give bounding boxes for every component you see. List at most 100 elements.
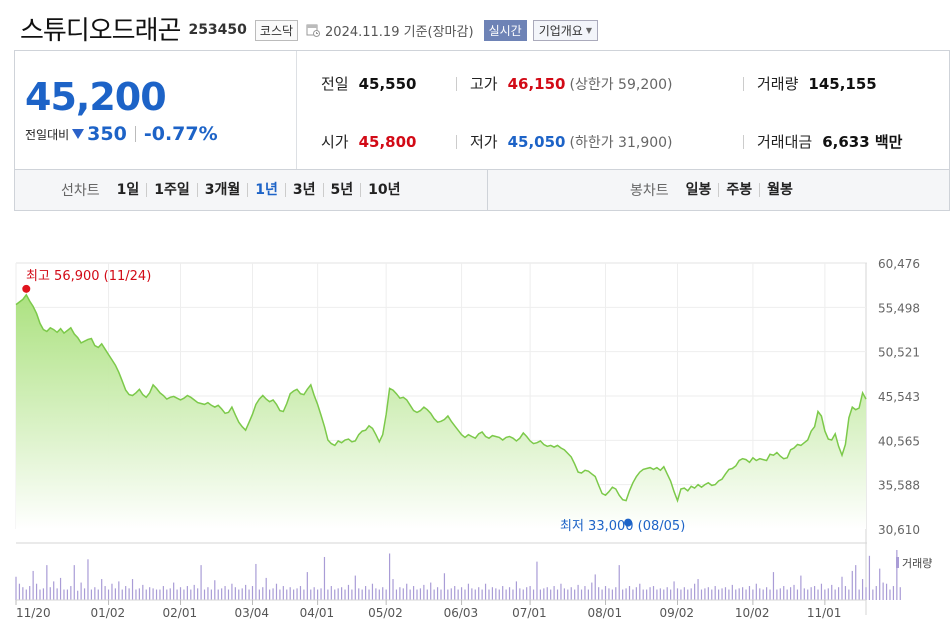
y-tick-label: 35,588 [878,479,920,493]
volume-bar [121,589,123,600]
company-overview-dropdown[interactable]: 기업개요 ▼ [532,19,599,41]
volume-bar [834,589,836,600]
volume-bar [848,589,850,600]
volume-bar [807,589,809,600]
volume-bar [90,589,93,600]
stat-high: 고가 46,150 (상한가 59,200) [470,73,673,94]
volume-bar [221,588,223,600]
x-axis: 11/20 01/02 02/01 03/04 04/01 05/02 06/03 07/01… [15,600,841,620]
volume-bar [522,589,524,600]
volume-bar [419,588,422,600]
volume-bar [670,589,672,600]
volume-bar [152,588,154,600]
volume-bar [454,586,456,600]
volume-bar [457,589,459,600]
line-tab-3[interactable]: 1년 [247,183,285,197]
change-percent: -0.77% [143,123,218,145]
x-tick-label: 07/01 [512,606,547,620]
candle-tab-0[interactable]: 일봉 [685,182,712,198]
volume-bar [810,587,812,600]
volume-bar [286,589,288,600]
y-tick-label: 55,498 [878,301,920,315]
volume-bar [813,586,816,600]
volume-bar [875,586,877,600]
stat-value: 45,800 [358,133,417,151]
volume-bar [776,589,778,600]
candle-tab-2[interactable]: 월봉 [759,183,800,197]
line-tab-2[interactable]: 3개월 [196,183,248,197]
line-tab-6[interactable]: 10년 [360,183,407,197]
volume-bar [666,587,668,600]
volume-bar [827,588,829,600]
calendar-icon [306,24,321,37]
volume-bar [310,589,312,600]
line-tab-1[interactable]: 1주일 [146,183,197,197]
stat-amount: 거래대금 6,633 백만 [757,131,902,152]
volume-bar [796,589,799,600]
volume-bar [896,550,898,600]
volume-bar [114,588,116,600]
volume-bar [752,589,754,600]
volume-bar [436,587,439,600]
volume-bar [646,589,648,600]
line-tab-4[interactable]: 3년 [284,183,323,197]
volume-bar [392,579,394,600]
volume-bar [234,587,236,600]
volume-bar [351,589,353,600]
volume-bar [841,576,843,600]
stat-label: 시가 [321,133,349,151]
volume-bar [173,582,175,600]
volume-bar [471,588,473,600]
stat-open: 시가 45,800 [321,131,417,152]
high-marker [22,284,31,293]
candle-tab-1[interactable]: 주봉 [718,183,759,197]
divider [487,170,488,210]
volume-bar [515,581,518,600]
volume-bar [402,588,404,600]
volume-bar [186,586,188,600]
volume-bar [29,586,31,600]
volume-bar [567,589,569,600]
realtime-button[interactable]: 실시간 [483,19,527,41]
volume-bar [899,587,901,600]
volume-bar [635,587,637,600]
volume-legend-label: 거래량 [902,557,932,570]
line-tab-0[interactable]: 1일 [116,182,140,198]
volume-bar [642,589,644,600]
volume-bar [265,577,267,600]
x-tick-label: 05/02 [368,606,403,620]
volume-bar [15,576,17,600]
volume-bar [748,586,751,600]
volume-bar [238,589,240,600]
volume-bar [447,589,449,600]
volume-bar [358,588,360,600]
volume-bar [227,589,230,600]
volume-bar [77,590,79,600]
volume-bars: 거래량 [15,550,932,601]
volume-bar [803,588,805,600]
y-tick-label: 45,543 [878,390,920,404]
line-tab-5[interactable]: 5년 [322,183,361,197]
volume-bar [628,586,631,600]
volume-bar [406,583,408,600]
volume-bar [783,586,785,600]
volume-bar [539,589,541,600]
volume-bar [190,589,192,600]
y-tick-label: 40,565 [878,434,920,448]
volume-bar [32,570,34,600]
divider [743,77,744,91]
volume-bar [135,589,137,600]
stat-value: 145,155 [808,75,877,93]
volume-bar [574,589,576,600]
volume-bar [313,587,315,600]
stat-label: 저가 [470,133,498,151]
volume-bar [587,589,589,600]
volume-bar [817,589,819,600]
volume-bar [611,589,613,600]
volume-bar [83,588,86,600]
volume-bar [176,589,178,600]
volume-bar [738,588,740,600]
volume-bar [63,589,65,600]
volume-bar [580,589,583,600]
volume-bar [142,584,144,600]
